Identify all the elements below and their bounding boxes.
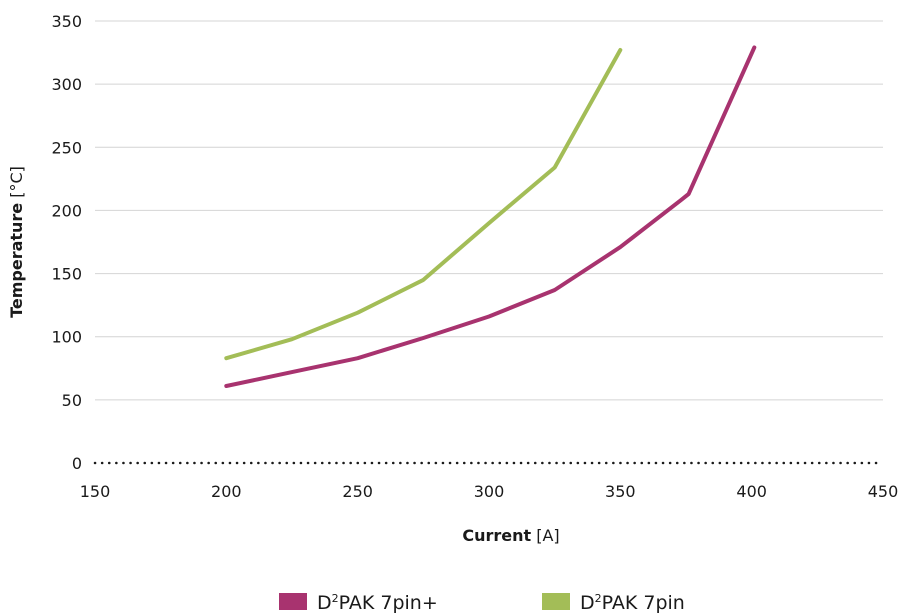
legend-label-1: D2PAK 7pin [580, 592, 685, 614]
x-axis-ticks: 150 200 250 300 350 400 450 [80, 482, 899, 501]
x-tick-label: 150 [80, 482, 111, 501]
x-tick-label: 450 [868, 482, 899, 501]
x-tick-label: 350 [605, 482, 636, 501]
series-line-0 [224, 45, 757, 388]
y-axis-title-main: Temperature [7, 203, 26, 318]
x-tick-label: 250 [342, 482, 373, 501]
x-tick-label: 400 [736, 482, 767, 501]
legend-swatch-1 [542, 593, 570, 610]
y-tick-label: 150 [51, 265, 82, 284]
legend-item-0: D2PAK 7pin+ [279, 592, 438, 614]
legend-item-1: D2PAK 7pin [542, 592, 685, 614]
y-tick-label: 250 [51, 138, 82, 157]
y-axis-title: Temperature [°C] [7, 166, 26, 318]
y-tick-label: 100 [51, 328, 82, 347]
legend: D2PAK 7pin+ D2PAK 7pin [279, 592, 685, 614]
y-axis-title-unit: [°C] [7, 166, 26, 203]
y-tick-label: 0 [72, 454, 82, 473]
y-tick-label: 200 [51, 201, 82, 220]
x-tick-label: 200 [211, 482, 242, 501]
series-line-1 [224, 48, 623, 361]
legend-label-0: D2PAK 7pin+ [317, 592, 438, 614]
series-lines [224, 45, 757, 388]
y-axis-ticks: 0 50 100 150 200 250 300 350 [51, 12, 82, 473]
y-tick-label: 300 [51, 75, 82, 94]
x-axis-title-unit: [A] [531, 526, 560, 545]
grid-lines [93, 20, 885, 465]
y-tick-label: 50 [62, 391, 82, 410]
x-tick-label: 300 [474, 482, 505, 501]
x-axis-title: Current [A] [462, 526, 559, 545]
legend-swatch-0 [279, 593, 307, 610]
x-axis-title-main: Current [462, 526, 531, 545]
y-tick-label: 350 [51, 12, 82, 31]
